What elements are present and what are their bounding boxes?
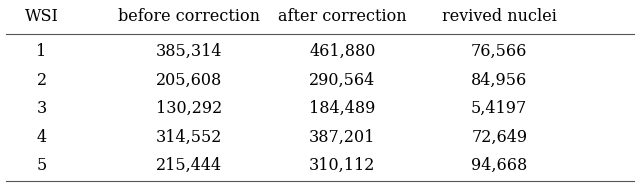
Text: 205,608: 205,608 (156, 72, 222, 89)
Text: 2: 2 (36, 72, 47, 89)
Text: 184,489: 184,489 (309, 100, 376, 117)
Text: 5,4197: 5,4197 (471, 100, 527, 117)
Text: 215,444: 215,444 (156, 157, 222, 174)
Text: 387,201: 387,201 (309, 129, 376, 146)
Text: 461,880: 461,880 (309, 43, 376, 60)
Text: 130,292: 130,292 (156, 100, 222, 117)
Text: 314,552: 314,552 (156, 129, 222, 146)
Text: after correction: after correction (278, 8, 406, 25)
Text: 5: 5 (36, 157, 47, 174)
Text: 385,314: 385,314 (156, 43, 222, 60)
Text: 4: 4 (36, 129, 47, 146)
Text: before correction: before correction (118, 8, 260, 25)
Text: 3: 3 (36, 100, 47, 117)
Text: 1: 1 (36, 43, 47, 60)
Text: 84,956: 84,956 (471, 72, 527, 89)
Text: WSI: WSI (25, 8, 58, 25)
Text: revived nuclei: revived nuclei (442, 8, 557, 25)
Text: 72,649: 72,649 (471, 129, 527, 146)
Text: 310,112: 310,112 (309, 157, 376, 174)
Text: 290,564: 290,564 (309, 72, 376, 89)
Text: 76,566: 76,566 (471, 43, 527, 60)
Text: 94,668: 94,668 (471, 157, 527, 174)
